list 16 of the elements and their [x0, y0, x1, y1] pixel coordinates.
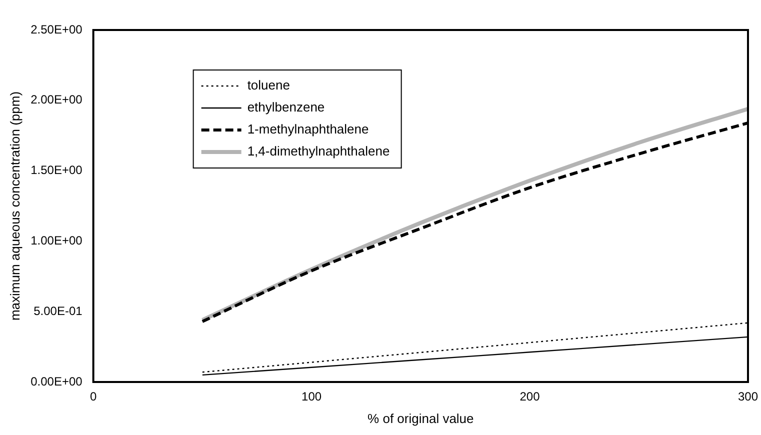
- legend-label: 1-methylnaphthalene: [247, 122, 369, 137]
- x-tick-label: 100: [302, 390, 322, 404]
- y-tick-label: 5.00E-01: [34, 304, 83, 318]
- y-tick-label: 0.00E+00: [30, 374, 83, 388]
- legend-label: 1,4-dimethylnaphthalene: [247, 144, 390, 159]
- y-tick-label: 1.00E+00: [30, 234, 83, 248]
- y-axis-title: maximum aqueous concentration (ppm): [7, 91, 22, 321]
- y-tick-label: 2.50E+00: [30, 22, 83, 36]
- x-tick-label: 0: [90, 390, 97, 404]
- x-tick-label: 200: [520, 390, 540, 404]
- y-tick-label: 1.50E+00: [30, 163, 83, 178]
- legend-label: ethylbenzene: [247, 100, 325, 115]
- x-tick-label: 300: [738, 390, 758, 404]
- x-axis-title: % of original value: [368, 410, 474, 426]
- legend-label: toluene: [247, 78, 290, 93]
- y-tick-label: 2.00E+00: [30, 92, 83, 107]
